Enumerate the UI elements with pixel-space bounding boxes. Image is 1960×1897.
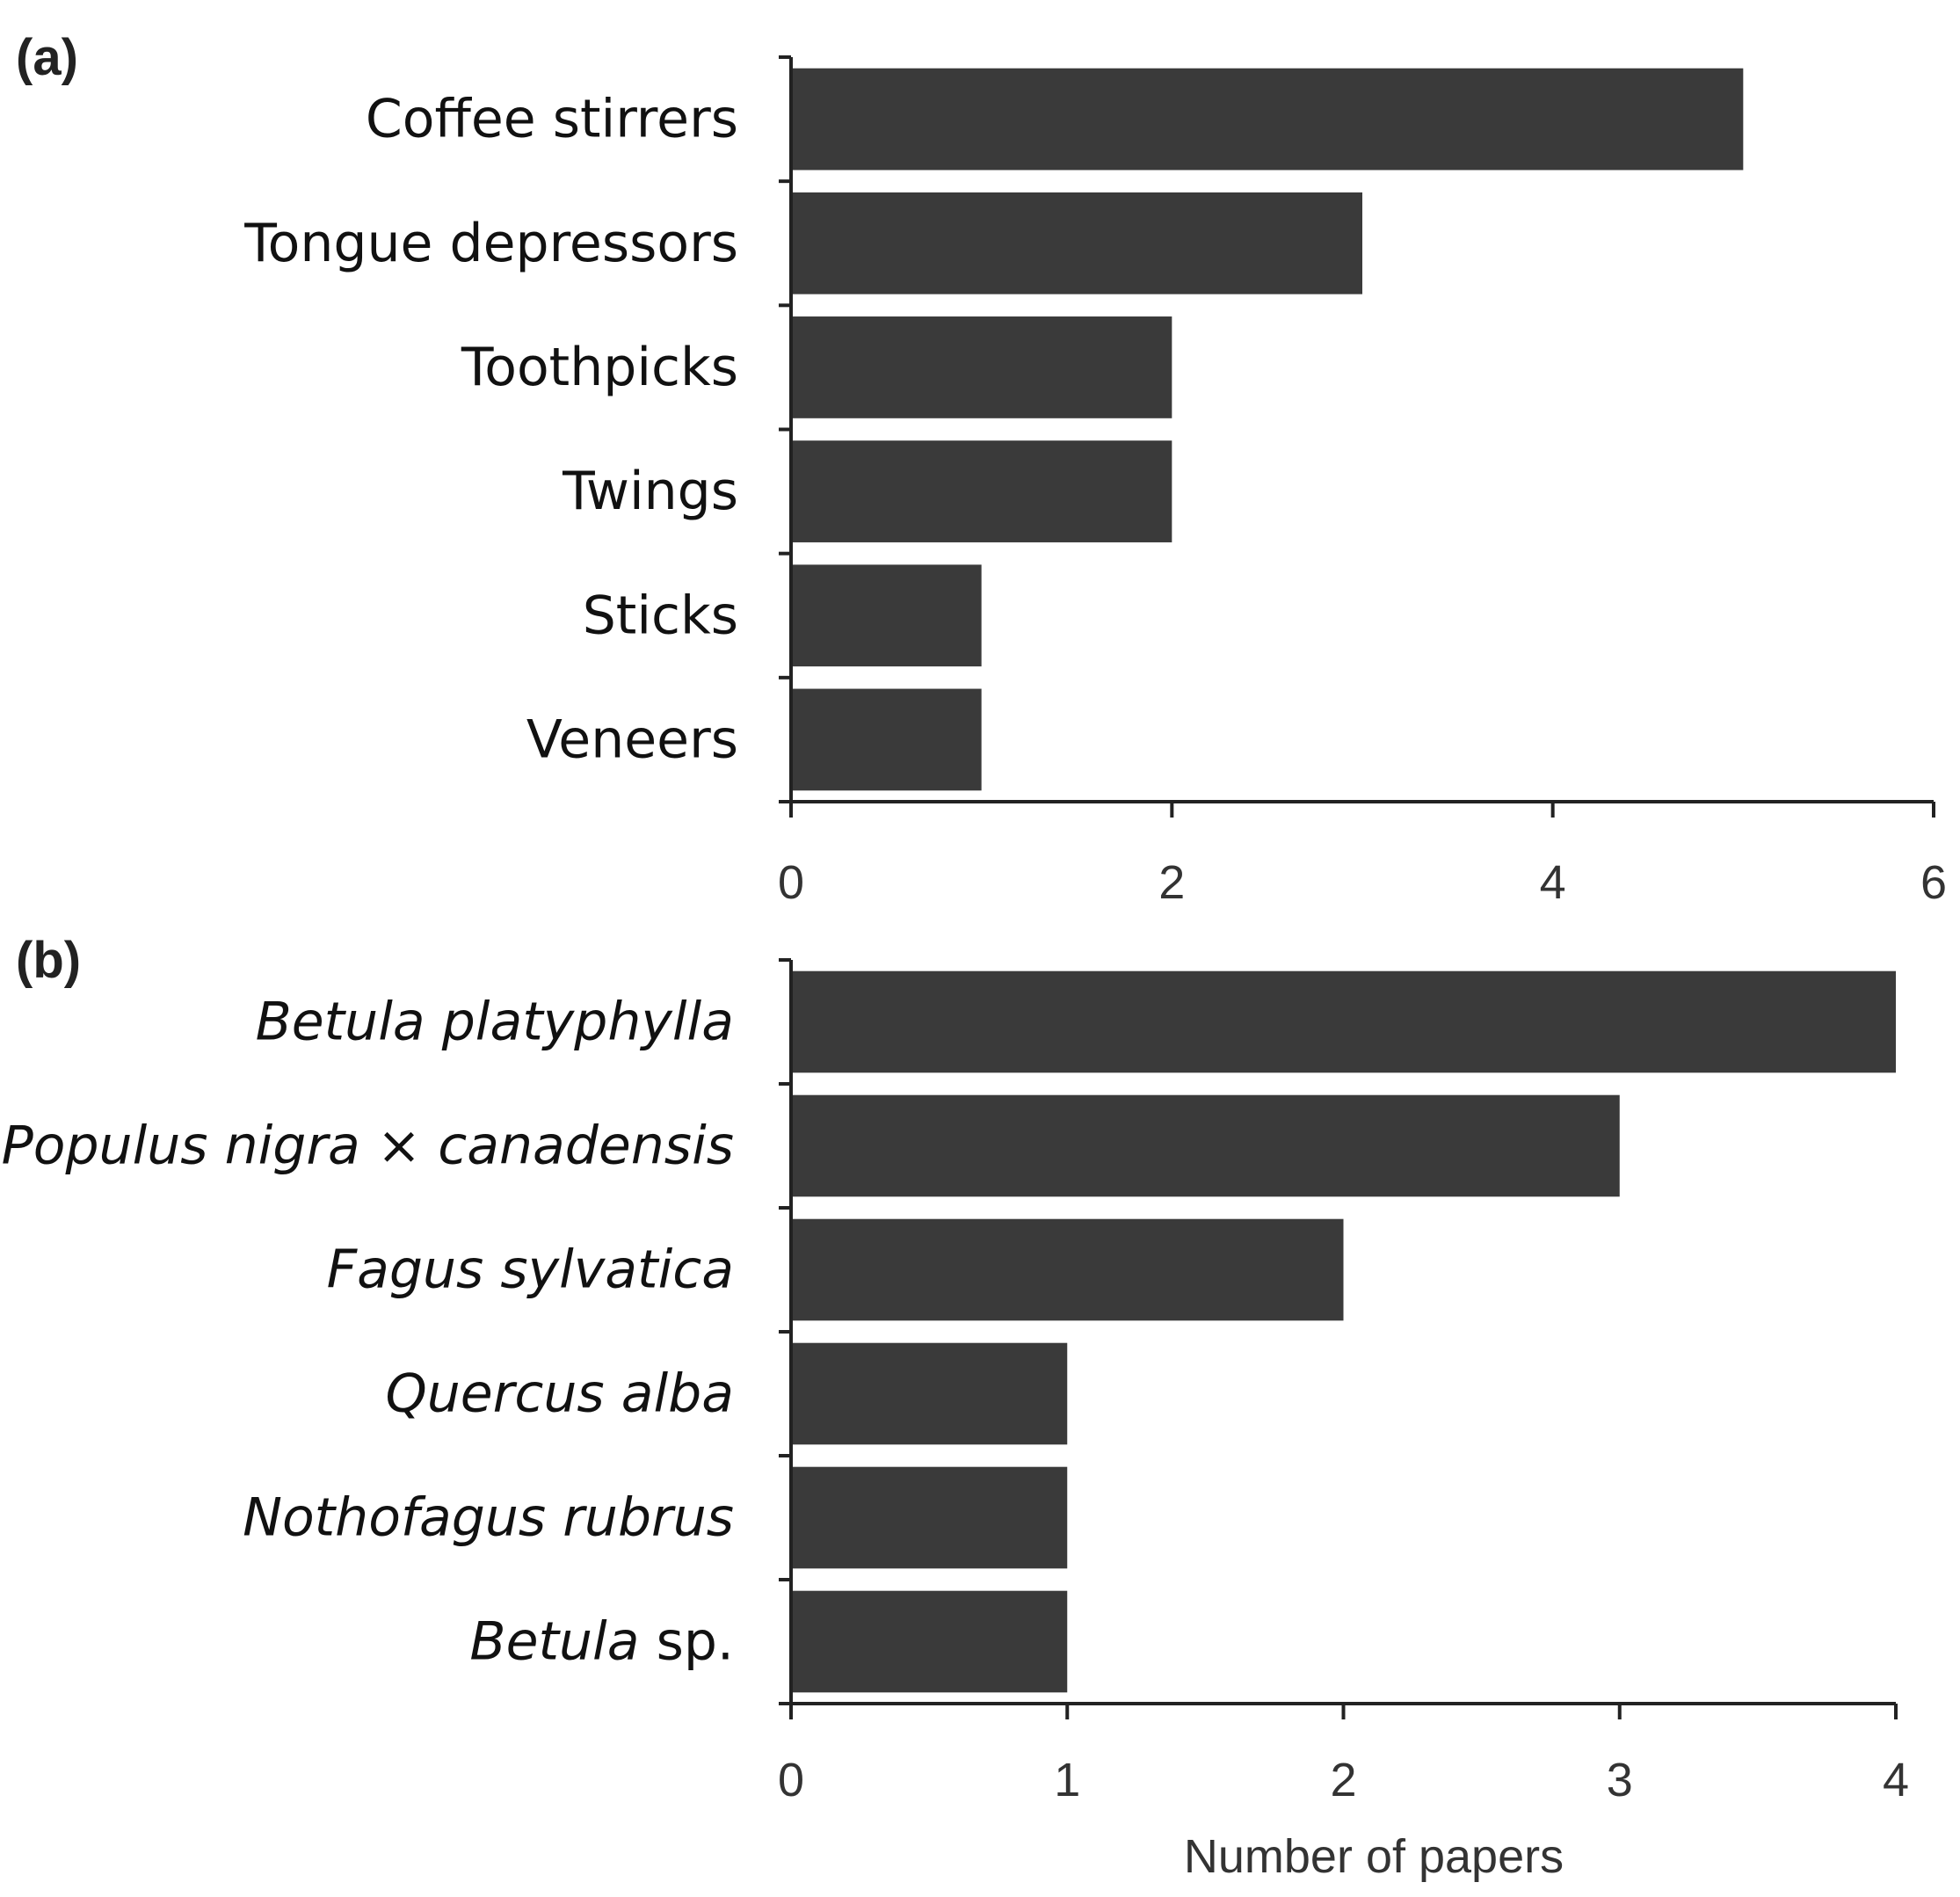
category-label-normal-part: sp. (640, 1611, 735, 1673)
panel-b: (b) Betula platyphylla Populus nigra × can… (2, 932, 1909, 1806)
x-tick-label: 2 (1158, 856, 1185, 909)
x-axis-title: Number of papers (1184, 1830, 1564, 1883)
bar-2 (791, 1094, 1620, 1197)
category-label: Coffee stirrers (366, 89, 738, 150)
category-label: Veneers (526, 709, 738, 770)
x-tick-label: 0 (778, 856, 804, 909)
x-tick-label: 4 (1540, 856, 1566, 909)
bar-3 (791, 1218, 1344, 1321)
bar-6 (791, 1590, 1068, 1693)
x-tick-label: 6 (1920, 856, 1947, 909)
x-tick-label: 4 (1883, 1754, 1909, 1806)
bar-5 (791, 1466, 1068, 1569)
category-label: Fagus sylvatica (327, 1239, 734, 1301)
category-label: Betula platyphylla (256, 992, 734, 1053)
bar-1 (791, 68, 1744, 171)
bar-4 (791, 440, 1172, 542)
category-label: Toothpicks (461, 337, 738, 398)
category-label: Nothofagus rubrus (243, 1487, 734, 1549)
x-tick-label: 0 (778, 1754, 804, 1806)
panel-label: (b) (16, 932, 81, 989)
category-label-italic-part: Betula (469, 1611, 639, 1673)
category-label: Twings (562, 461, 738, 522)
category-label: Tongue depressors (243, 213, 738, 274)
panel-label: (a) (16, 29, 78, 86)
category-label: Sticks (583, 585, 738, 646)
panel-a: (a) Coffee stirrers Tongue depressors Tooth… (16, 29, 1947, 909)
category-label: Betula sp. (469, 1611, 734, 1673)
bar-3 (791, 316, 1172, 418)
bar-4 (791, 1342, 1068, 1445)
category-label: Quercus alba (386, 1363, 734, 1425)
bar-5 (791, 564, 982, 667)
bar-2 (791, 192, 1362, 294)
x-tick-label: 1 (1054, 1754, 1080, 1806)
bar-1 (791, 970, 1896, 1073)
x-tick-label: 3 (1607, 1754, 1633, 1806)
bar-6 (791, 688, 982, 791)
x-tick-label: 2 (1330, 1754, 1356, 1806)
category-label: Populus nigra × canadensis (2, 1116, 734, 1177)
